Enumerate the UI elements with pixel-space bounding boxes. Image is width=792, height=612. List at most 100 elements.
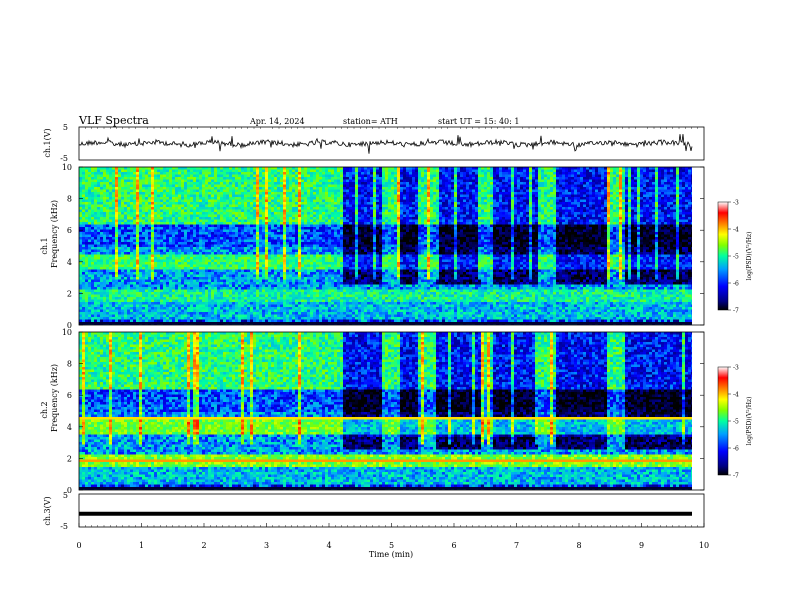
spectrogram-cell [289,302,293,305]
spectrogram-cell [277,274,281,278]
spectrogram-cell [223,212,227,215]
spectrogram-cell [199,277,203,280]
spectrogram-cell [301,287,305,290]
spectrogram-cell [241,272,245,275]
spectrogram-cell [277,167,281,170]
spectrogram-cell [223,307,227,310]
spectrogram-cell [229,302,233,305]
spectrogram-cell [205,287,209,290]
spectrogram-cell [283,322,287,325]
spectrogram-cell [241,259,245,263]
spectrogram-cell [136,307,140,310]
spectrogram-cell [268,244,272,248]
spectrogram-cell [271,289,275,293]
spectrogram-cell [307,312,311,315]
spectrogram-cell [256,239,260,243]
spectrogram-cell [286,187,290,190]
spectrogram-cell [268,182,272,185]
spectrogram-cell [196,169,200,173]
spectrogram-cell [88,247,92,250]
spectrogram-cell [85,267,89,270]
spectrogram-cell [82,312,86,315]
spectrogram-cell [133,207,137,210]
spectrogram-cell [127,174,131,178]
spectrogram-cell [112,237,116,240]
spectrogram-cell [295,174,299,178]
spectrogram-cell [166,292,170,295]
spectrogram-cell [226,184,230,188]
spectrogram-cell [181,302,185,305]
spectrogram-cell [214,302,218,305]
spectrogram-cell [220,169,224,173]
spectrogram-cell [82,257,86,260]
spectrogram-cell [187,174,191,178]
spectrogram-cell [295,214,299,218]
spectrogram-cell [169,179,173,183]
spectrogram-cell [187,189,191,193]
spectrogram-cell [202,317,206,320]
spectrogram-cell [127,319,131,323]
spectrogram-cell [229,214,233,218]
spectrogram-cell [205,239,209,243]
spectrogram-cell [283,202,287,205]
spectrogram-cell [220,167,224,170]
spectrogram-cell [97,269,101,273]
spectrogram-cell [181,222,185,225]
spectrogram-cell [124,289,128,293]
spectrogram-cell [265,294,269,298]
spectrogram-cell [112,199,116,203]
spectrogram-cell [160,269,164,273]
spectrogram-cell [175,224,179,228]
spectrogram-cell [109,234,113,238]
spectrogram-cell [208,259,212,263]
spectrogram-cell [193,207,197,210]
spectrogram-cell [199,269,203,273]
spectrogram-cell [139,317,143,320]
spectrogram-cell [226,229,230,233]
spectrogram-cell [91,169,95,173]
spectrogram-cell [157,169,161,173]
spectrogram-cell [163,277,167,280]
spectrogram-cell [271,224,275,228]
spectrogram-cell [115,284,119,288]
spectrogram-cell [85,322,89,325]
spectrogram-cell [121,309,125,313]
spectrogram-cell [103,227,107,230]
spectrogram-cell [208,199,212,203]
spectrogram-cell [166,239,170,243]
spectrogram-cell [118,259,122,263]
spectrogram-cell [178,237,182,240]
spectrogram-cell [172,234,176,238]
spectrogram-cell [211,294,215,298]
spectrogram-cell [199,209,203,213]
spectrogram-cell [145,292,149,295]
spectrogram-cell [154,209,158,213]
spectrogram-cell [106,217,110,220]
spectrogram-cell [130,294,134,298]
spectrogram-cell [214,214,218,218]
spectrogram-cell [121,182,125,185]
spectrogram-cell [178,262,182,265]
spectrogram-cell [220,322,224,325]
spectrogram-cell [142,232,146,235]
spectrogram-cell [256,317,260,320]
spectrogram-cell [229,174,233,178]
spectrogram-cell [241,197,245,200]
spectrogram-cell [97,224,101,228]
spectrogram-cell [85,252,89,255]
spectrogram-cell [148,267,152,270]
spectrogram-cell [280,249,284,253]
spectrogram-cell [160,169,164,173]
spectrogram-cell [187,317,191,320]
spectrogram-cell [115,217,119,220]
spectrogram-cell [271,254,275,258]
spectrogram-cell [85,297,89,300]
spectrogram-cell [157,202,161,205]
spectrogram-cell [298,199,302,203]
spectrogram-cell [148,237,152,240]
spectrogram-cell [157,167,161,170]
spectrogram-cell [277,197,281,200]
spectrogram-cell [163,244,167,248]
spectrogram-cell [121,214,125,218]
spectrogram-cell [82,297,86,300]
